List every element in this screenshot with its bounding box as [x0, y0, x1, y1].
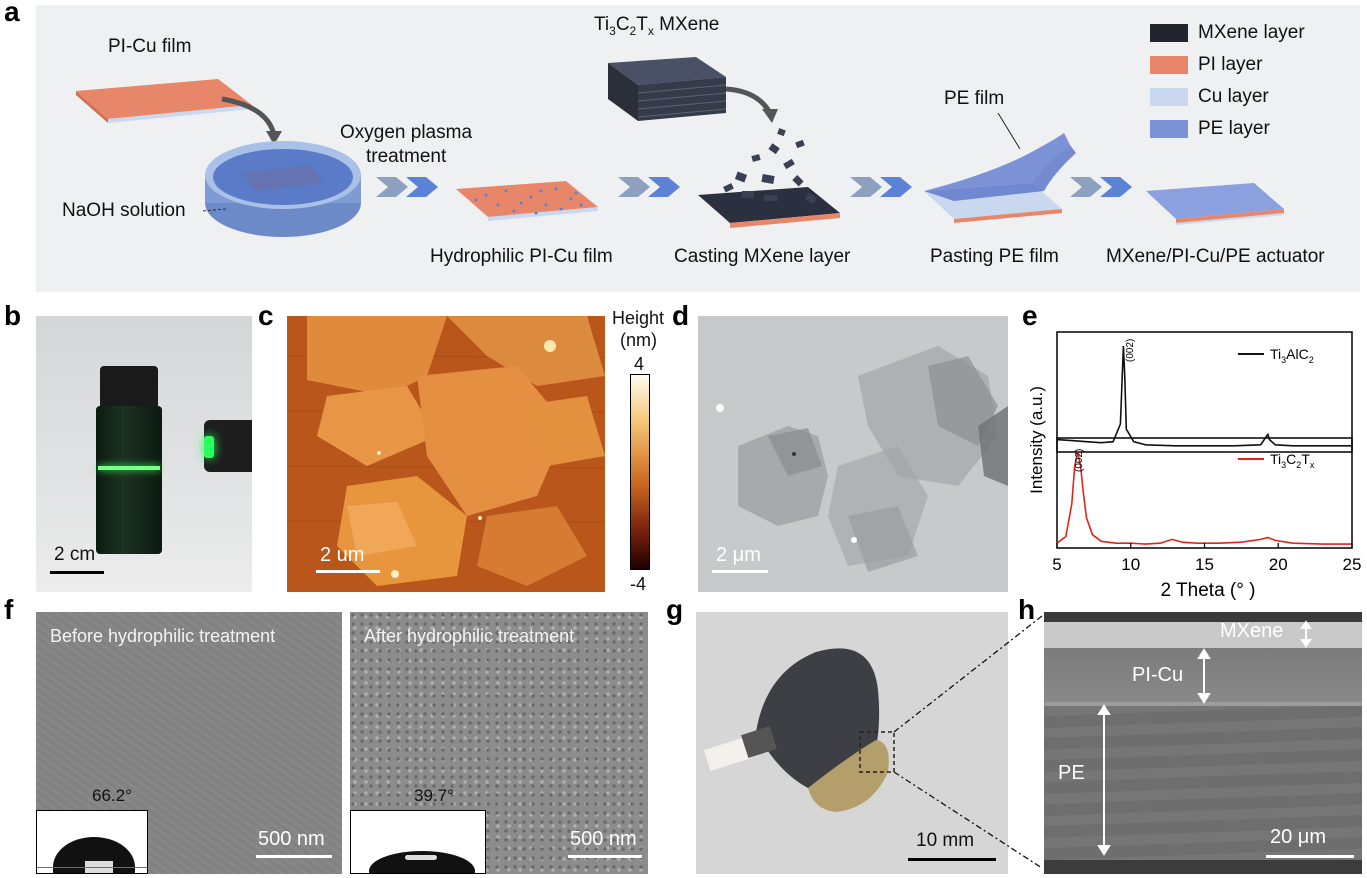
colorbar-title-line2: (nm) — [620, 330, 657, 350]
panel-c-scalebar — [316, 570, 380, 573]
after-scalebar — [568, 855, 642, 858]
step-pasting-label: Pasting PE film — [930, 246, 1059, 267]
dip-arrow — [221, 96, 277, 136]
after-scale-label: 500 nm — [570, 828, 637, 850]
treatment-label: treatment — [366, 146, 447, 167]
after-angle-label: 39.7° — [414, 786, 454, 805]
before-scale-label: 500 nm — [258, 828, 325, 850]
panel-d-scale-label: 2 μm — [716, 544, 761, 566]
chart-ylabel: Intensity (a.u.) — [1027, 386, 1046, 494]
panel-d-letter: d — [672, 300, 690, 331]
contact-angle-before — [36, 810, 148, 874]
panel-b-letter: b — [4, 300, 22, 331]
x-tick-label-20: 20 — [1269, 555, 1288, 574]
pasting-graphic — [924, 133, 1076, 223]
panel-h-letter: h — [1018, 594, 1036, 625]
legend-text-top: Ti3AlC2 — [1270, 346, 1314, 365]
legend-label-pe: PE layer — [1198, 118, 1270, 139]
panel-f-letter: f — [4, 594, 14, 625]
mxene-layer-label: MXene — [1220, 620, 1284, 642]
legend-swatch-mxene — [1150, 24, 1188, 42]
legend-text-bottom: Ti3C2Tx — [1270, 451, 1315, 470]
before-title: Before hydrophilic treatment — [50, 626, 276, 646]
x-tick-label-5: 5 — [1052, 555, 1061, 574]
pe-film-label: PE film — [944, 88, 1005, 109]
vial-photo — [36, 316, 252, 592]
legend-swatch-pi — [1150, 56, 1188, 74]
series-line-Ti3C2Tx — [1056, 451, 1352, 545]
legend-label-pi: PI layer — [1198, 54, 1263, 75]
mxene-block-graphic — [608, 57, 727, 121]
hydrophilic-film-graphic — [456, 181, 598, 221]
chart-frame-top — [1056, 331, 1353, 453]
panel-b-scale-label: 2 cm — [54, 544, 96, 565]
panel-c-scale-label: 2 um — [320, 544, 365, 566]
actuator-graphic — [1146, 183, 1284, 225]
petri-dish-graphic — [205, 141, 361, 237]
legend-swatch-pe — [1150, 120, 1188, 138]
process-arrow-1 — [376, 177, 438, 197]
chart-xlabel: 2 Theta (° ) — [1161, 580, 1256, 601]
step-casting-label: Casting MXene layer — [674, 246, 851, 267]
process-arrow-2 — [618, 177, 680, 197]
series-line-Ti3AlC2 — [1056, 345, 1352, 447]
panel-g-scalebar — [908, 858, 996, 861]
legend-label-mxene: MXene layer — [1198, 22, 1305, 43]
pi-cu-layer-label: PI-Cu — [1132, 664, 1184, 686]
x-tick-label-15: 15 — [1195, 555, 1214, 574]
legend-swatch-cu — [1150, 88, 1188, 106]
x-tick-label-25: 25 — [1343, 555, 1362, 574]
naoh-solution-label: NaOH solution — [62, 200, 186, 221]
tem-image — [698, 316, 1008, 592]
panel-g-letter: g — [666, 594, 684, 625]
contact-angle-after — [350, 810, 486, 874]
peak-label-bottom: (002) — [1074, 449, 1085, 472]
pi-cu-film-graphic — [76, 79, 252, 123]
after-title: After hydrophilic treatment — [364, 626, 575, 646]
mxene-title-label: Ti3C2Tx MXene — [594, 14, 720, 38]
x-tick-label-10: 10 — [1121, 555, 1140, 574]
xrd-chart: 5 10 15 20 25 Intensity (a.u.) 2 Theta (° ) … — [1027, 331, 1362, 601]
panel-d-scalebar — [712, 570, 768, 573]
panel-e-letter: e — [1022, 300, 1038, 331]
before-scalebar — [256, 855, 332, 858]
actuator-photo — [696, 612, 1008, 874]
colorbar-title-line1: Height — [612, 308, 665, 328]
panel-b-scalebar — [50, 571, 104, 574]
height-colorbar — [630, 374, 650, 570]
colorbar-min-label: -4 — [630, 574, 647, 594]
panel-a-schematic — [76, 57, 1284, 237]
panel-g-scale-label: 10 mm — [916, 830, 975, 851]
layer-legend: MXene layer PI layer Cu layer PE layer — [1150, 20, 1350, 150]
panel-c-letter: c — [258, 300, 274, 331]
before-angle-label: 66.2° — [92, 786, 132, 805]
casting-graphic — [698, 128, 840, 228]
zoom-lines — [893, 615, 1043, 869]
step-actuator-label: MXene/PI-Cu/PE actuator — [1106, 246, 1325, 267]
panel-h-scale-label: 20 μm — [1270, 826, 1326, 848]
step-hydrophilic-label: Hydrophilic PI-Cu film — [430, 246, 613, 267]
oxygen-plasma-label: Oxygen plasma — [340, 122, 473, 143]
afm-image — [287, 316, 605, 592]
thickness-arrows — [1097, 620, 1312, 856]
process-arrow-4 — [1070, 177, 1132, 197]
legend-label-cu: Cu layer — [1198, 86, 1269, 107]
process-arrow-3 — [850, 177, 912, 197]
peak-label-top: (002) — [1125, 339, 1136, 362]
panel-h-scalebar — [1266, 855, 1354, 858]
pi-cu-film-label: PI-Cu film — [108, 36, 192, 57]
pe-layer-label: PE — [1058, 762, 1085, 784]
colorbar-max-label: 4 — [634, 354, 645, 374]
panel-a-letter: a — [4, 0, 20, 27]
